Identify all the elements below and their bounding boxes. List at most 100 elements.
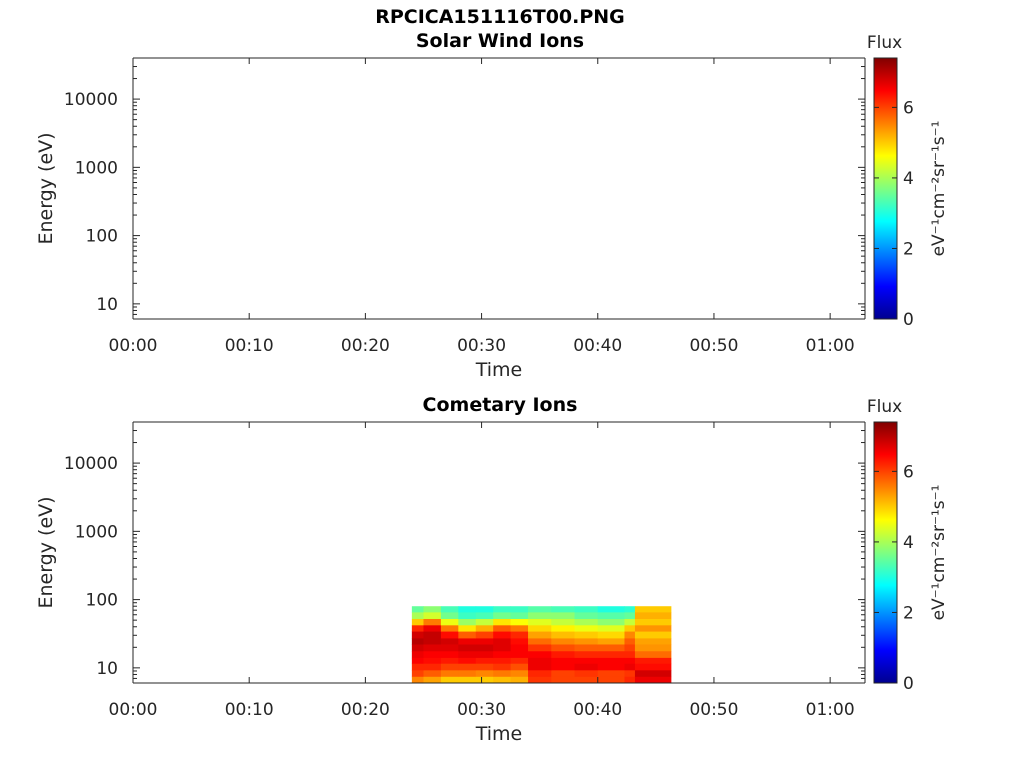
heatmap-cell [510, 631, 529, 639]
heatmap-cell [624, 612, 636, 620]
heatmap-cell [411, 606, 424, 613]
y-tick-label: 10000 [64, 90, 118, 110]
heatmap-cell [475, 612, 494, 620]
colorbar-label: eV⁻¹cm⁻²sr⁻¹s⁻¹ [929, 485, 949, 621]
x-tick-label: 00:00 [109, 336, 158, 356]
heatmap-cell [597, 676, 625, 684]
heatmap-cell [411, 612, 424, 620]
heatmap-cell [574, 638, 599, 645]
heatmap-cell [634, 676, 672, 684]
heatmap-cell [597, 638, 625, 645]
heatmap-cell [574, 657, 599, 665]
heatmap-cell [475, 618, 494, 626]
heatmap-cell [528, 606, 552, 613]
heatmap-cell [440, 651, 459, 659]
y-axis-label: Energy (eV) [35, 496, 57, 608]
solar-wind-title: Solar Wind Ions [415, 30, 585, 52]
heatmap-cell [551, 606, 575, 613]
heatmap-cell [551, 618, 575, 626]
heatmap-cell [574, 676, 599, 684]
heatmap-cell [493, 670, 512, 678]
heatmap-cell [634, 625, 672, 632]
heatmap-cell [597, 657, 625, 665]
y-tick-label: 1000 [75, 158, 118, 178]
heatmap-cell [551, 657, 575, 665]
heatmap-cell [411, 638, 424, 645]
y-tick-label: 1000 [75, 522, 118, 542]
y-tick-label: 10 [96, 659, 118, 679]
heatmap-cell [528, 638, 552, 645]
heatmap-cell [475, 631, 494, 639]
heatmap-cell [458, 618, 477, 626]
heatmap-cell [624, 657, 636, 665]
heatmap-cell [551, 638, 575, 645]
heatmap-cell [574, 612, 599, 620]
heatmap-cell [528, 631, 552, 639]
colorbar-tick-label: 4 [903, 169, 914, 189]
heatmap-cell [411, 625, 424, 632]
x-tick-label: 00:10 [225, 700, 274, 720]
heatmap-cell [493, 651, 512, 659]
colorbar-tick-label: 0 [903, 310, 914, 330]
heatmap-cell [551, 631, 575, 639]
heatmap-cell [475, 676, 494, 684]
heatmap-cell [634, 663, 672, 671]
heatmap-cell [493, 657, 512, 665]
colorbar-tick-label: 0 [903, 674, 914, 694]
y-tick-label: 10 [96, 295, 118, 315]
cometary-title: Cometary Ions [422, 394, 578, 416]
panel-2: 00:00 00:10 00:20 00:30 00:40 00:50 01:00 Time 1… [35, 397, 949, 745]
heatmap-cell [440, 631, 459, 639]
heatmap-cell [411, 644, 424, 652]
heatmap-cell [624, 670, 636, 678]
y-tick-label: 10000 [64, 454, 118, 474]
heatmap-cell [475, 657, 494, 665]
heatmap-cell [423, 618, 442, 626]
heatmap-cell [528, 676, 552, 684]
colorbar-label: eV⁻¹cm⁻²sr⁻¹s⁻¹ [929, 121, 949, 257]
colorbar-tick-label: 6 [903, 462, 914, 482]
colorbar-scale [873, 57, 898, 320]
x-tick-label: 00:50 [689, 336, 738, 356]
x-tick-label: 00:00 [109, 700, 158, 720]
heatmap-cell [597, 651, 625, 659]
heatmap-cell [551, 612, 575, 620]
heatmap-cell [574, 606, 599, 613]
heatmap-cell [551, 625, 575, 632]
heatmap-cell [423, 638, 442, 645]
heatmap-cell [634, 670, 672, 678]
heatmap-cell [411, 631, 424, 639]
heatmap-cell [458, 612, 477, 620]
heatmap-cell [458, 676, 477, 684]
heatmap-cell [510, 606, 529, 613]
heatmap-cell [510, 657, 529, 665]
heatmap-cell [551, 644, 575, 652]
heatmap-cell [475, 644, 494, 652]
heatmap-cell [574, 651, 599, 659]
x-tick-label: 00:50 [689, 700, 738, 720]
heatmap-cell [597, 644, 625, 652]
heatmap-cell [634, 644, 672, 652]
heatmap-cell [475, 663, 494, 671]
y-axis-label: Energy (eV) [35, 132, 57, 244]
heatmap-cell [528, 657, 552, 665]
heatmap-cell [423, 612, 442, 620]
heatmap-cell [475, 625, 494, 632]
heatmap-cell [475, 606, 494, 613]
heatmap-cell [458, 631, 477, 639]
x-tick-label: 00:40 [573, 336, 622, 356]
colorbar-scale [873, 421, 898, 684]
colorbar-tick-label: 4 [903, 533, 914, 553]
heatmap-cell [634, 651, 672, 659]
heatmap-cell [574, 663, 599, 671]
heatmap-cell [440, 625, 459, 632]
heatmap-cell [423, 606, 442, 613]
heatmap-cell [624, 625, 636, 632]
heatmap-cell [458, 625, 477, 632]
heatmap-cell [551, 651, 575, 659]
heatmap-cell [634, 657, 672, 665]
heatmap-cell [475, 651, 494, 659]
heatmap-cell [411, 651, 424, 659]
heatmap-cell [597, 618, 625, 626]
heatmap-cell [528, 644, 552, 652]
